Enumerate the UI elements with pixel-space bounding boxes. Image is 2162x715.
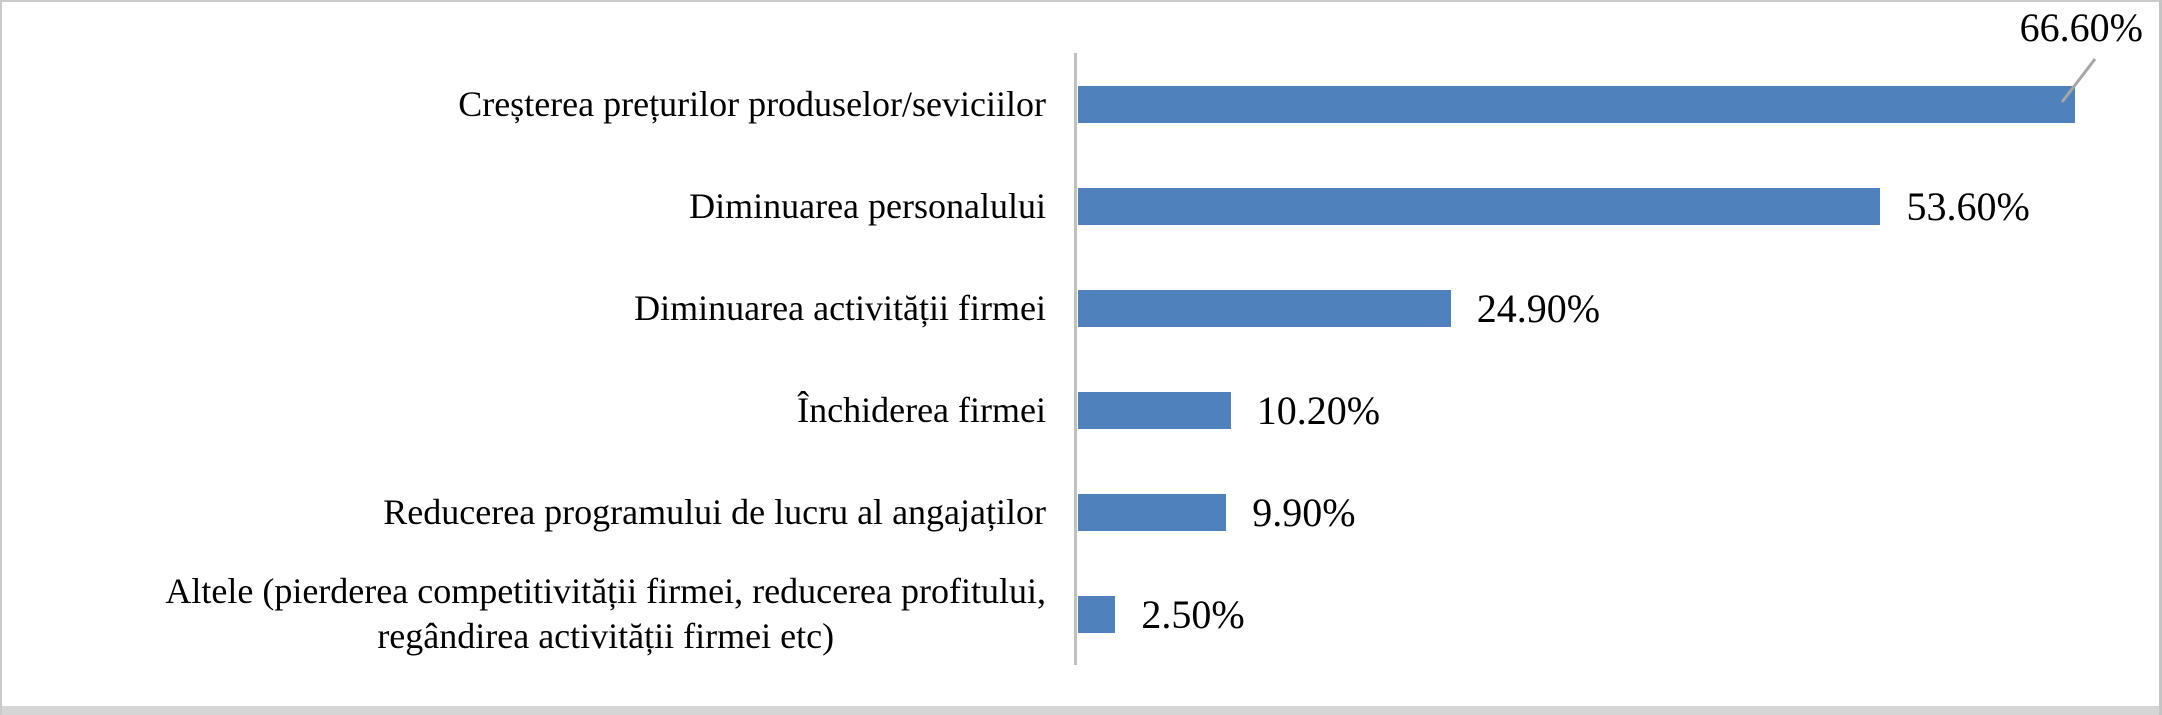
category-label: Închiderea firmei [797,389,1046,430]
value-label: 53.60% [1906,183,2030,229]
category-label: Creșterea prețurilor produselor/seviciil… [458,83,1046,124]
value-label-top: 66.60% [2019,5,2143,50]
bar [1078,289,1451,327]
bar [1078,391,1231,429]
bottom-border-strip [2,706,2159,715]
bar-row: 9.90% [1078,461,2126,563]
bar [1078,595,1116,633]
value-label: 9.90% [1252,489,1356,535]
bars-container: 53.60% 24.90% 10.20% 9.90% 2.50% [1078,53,2126,665]
bar-row [1078,53,2126,155]
bar-row: 53.60% [1078,155,2126,257]
category-label: Reducerea programului de lucru al angaja… [383,491,1046,532]
bar-row: 24.90% [1078,257,2126,359]
plot-area: 53.60% 24.90% 10.20% 9.90% 2.50% [1074,53,2126,665]
category-label: Altele (pierderea competitivității firme… [165,571,1046,656]
value-label: 24.90% [1476,285,1601,331]
bar [1078,187,1881,225]
bar [1078,493,1227,531]
bar [1078,85,2076,123]
category-label: Diminuarea personalului [689,185,1046,226]
bar-row: 10.20% [1078,359,2126,461]
category-labels-column: Creșterea prețurilor produselor/seviciil… [2,53,1060,665]
value-label: 10.20% [1256,387,1381,433]
value-axis-line [1074,53,1077,665]
category-label: Diminuarea activității firmei [634,287,1046,328]
bar-row: 2.50% [1078,563,2126,665]
value-label: 2.50% [1141,591,1245,637]
